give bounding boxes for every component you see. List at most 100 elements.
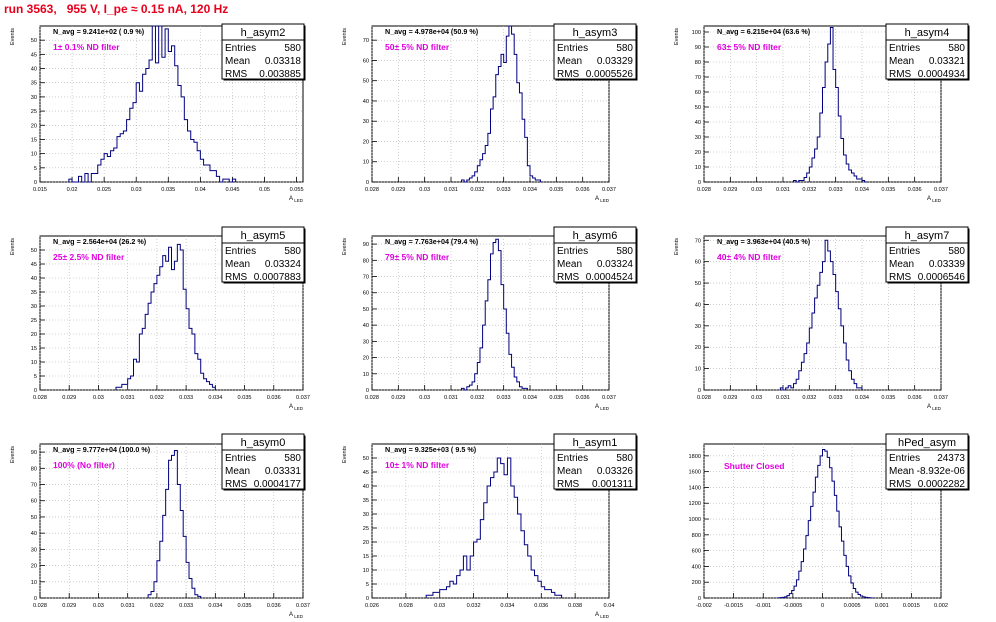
y-tick-label: 35 [31, 81, 37, 87]
y-tick-label: 10 [31, 360, 37, 366]
stats-label-entries: Entries [889, 43, 920, 54]
x-tick-label: 0.015 [33, 187, 47, 193]
x-tick-label: 0.032 [802, 187, 816, 193]
stats-box: hPed_asym Entries 24373 Mean -8.932e-06 RMS 0.… [885, 433, 970, 491]
y-tick-label: 600 [692, 549, 701, 555]
y-tick-label: 20 [363, 356, 369, 362]
filter-annotation: 79± 5% ND filter [385, 252, 450, 262]
histogram-h_asym3: 0.028 0.029 0.03 0.031 0.032 0.033 0.034 0.035 0… [342, 23, 638, 203]
stats-label-entries: Entries [557, 453, 588, 464]
x-tick-label: 0.033 [179, 395, 193, 401]
y-tick-label: 100 [692, 30, 701, 36]
x-tick-label: 0.032 [802, 395, 816, 401]
y-tick-label: 50 [31, 38, 37, 44]
stats-box-frame [221, 23, 305, 80]
x-axis-label: A LED [595, 404, 610, 411]
y-tick-label: 0 [698, 388, 701, 394]
stats-value-rms: 0.0004524 [586, 272, 634, 283]
x-tick-label: 0.036 [576, 187, 590, 193]
x-axis-label: A LED [289, 404, 304, 411]
stats-label-mean: Mean [557, 259, 582, 270]
stats-label-entries: Entries [557, 43, 588, 54]
stats-label-mean: Mean [557, 466, 582, 477]
x-tick-label: 0.031 [121, 395, 135, 401]
y-tick-label: 40 [363, 99, 369, 105]
y-tick-label: 60 [695, 90, 701, 96]
x-tick-label: 0.031 [444, 187, 458, 193]
histogram-h_asym5: 0.028 0.029 0.03 0.031 0.032 0.033 0.034 0.035 0… [10, 226, 310, 411]
y-tick-label: 70 [31, 483, 37, 489]
x-tick-label: 0.037 [934, 395, 948, 401]
y-tick-label: 30 [363, 512, 369, 518]
histogram-h_asym1: 0.026 0.028 0.03 0.032 0.034 0.036 0.038 0.04 0 5… [342, 433, 638, 619]
histogram-series [779, 239, 863, 391]
stats-label-mean: Mean [225, 466, 250, 477]
y-tick-label: 70 [363, 38, 369, 44]
y-axis-label: Events [10, 446, 16, 463]
stats-value-entries: 580 [616, 246, 633, 257]
x-tick-label: 0.036 [267, 395, 281, 401]
x-tick-label: 0.029 [723, 395, 737, 401]
x-tick-label: 0.05 [259, 187, 270, 193]
y-tick-label: 1200 [689, 501, 701, 507]
y-tick-label: 20 [31, 332, 37, 338]
y-tick-label: 70 [363, 275, 369, 281]
filter-annotation: 100% (No filter) [53, 460, 115, 470]
y-tick-label: 70 [695, 75, 701, 81]
x-tick-label: 0.029 [62, 395, 76, 401]
y-tick-label: 200 [692, 580, 701, 586]
histogram-series [425, 457, 563, 598]
stats-value-mean: 0.03324 [265, 259, 302, 270]
x-tick-label: 0.03 [751, 395, 762, 401]
stats-value-entries: 580 [616, 43, 633, 54]
y-tick-label: 25 [31, 109, 37, 115]
y-tick-label: 5 [34, 166, 37, 172]
stats-box-frame [553, 433, 637, 490]
stats-label-mean: Mean [225, 56, 250, 67]
x-tick-label: 0.03 [93, 395, 104, 401]
y-tick-label: 20 [31, 123, 37, 129]
histogram-name: h_asym4 [905, 27, 950, 39]
x-axis-label: A LED [927, 196, 942, 203]
x-tick-label: -0.0005 [783, 603, 802, 609]
navg-annotation: N_avg = 9.325e+03 ( 9.5 %) [385, 445, 477, 454]
x-tick-label: 0.035 [238, 603, 252, 609]
histogram-series [461, 25, 542, 183]
y-tick-label: 0 [34, 388, 37, 394]
y-tick-label: 60 [363, 58, 369, 64]
filter-annotation: 1± 0.1% ND filter [53, 42, 120, 52]
stats-label-entries: Entries [889, 453, 920, 464]
y-tick-label: 0 [34, 596, 37, 602]
stats-value-entries: 580 [284, 246, 301, 257]
x-tick-label: 0.055 [290, 187, 304, 193]
histogram-name: h_asym3 [573, 27, 618, 39]
stats-label-entries: Entries [225, 43, 256, 54]
x-tick-label: 0.028 [33, 603, 47, 609]
x-tick-label: 0.03 [419, 395, 430, 401]
y-tick-label: 20 [363, 540, 369, 546]
y-axis-label: Events [10, 238, 16, 255]
stats-box-frame [885, 433, 969, 490]
y-tick-label: 70 [695, 238, 701, 244]
stats-label-mean: Mean [889, 466, 914, 477]
y-tick-label: 10 [363, 568, 369, 574]
x-axis-label: A LED [289, 612, 304, 619]
stats-value-rms: 0.0002282 [918, 479, 966, 490]
y-tick-label: 45 [363, 470, 369, 476]
x-tick-label: 0.035 [549, 187, 563, 193]
x-tick-label: 0.036 [534, 603, 548, 609]
stats-value-entries: 580 [616, 453, 633, 464]
x-tick-label: 0.034 [208, 603, 222, 609]
stats-box: h_asym4 Entries 580 Mean 0.03321 RMS 0.0004934 [885, 23, 970, 81]
stats-value-rms: 0.001311 [592, 479, 633, 490]
x-tick-label: 0.04 [195, 187, 206, 193]
x-tick-label: 0.031 [121, 603, 135, 609]
filter-annotation: 63± 5% ND filter [717, 42, 782, 52]
filter-annotation: 10± 1% ND filter [385, 460, 450, 470]
x-tick-label: 0.0015 [903, 603, 920, 609]
x-tick-label: 0.036 [267, 603, 281, 609]
x-tick-label: 0.028 [399, 603, 413, 609]
stats-value-entries: 580 [284, 43, 301, 54]
y-tick-label: 1000 [689, 517, 701, 523]
